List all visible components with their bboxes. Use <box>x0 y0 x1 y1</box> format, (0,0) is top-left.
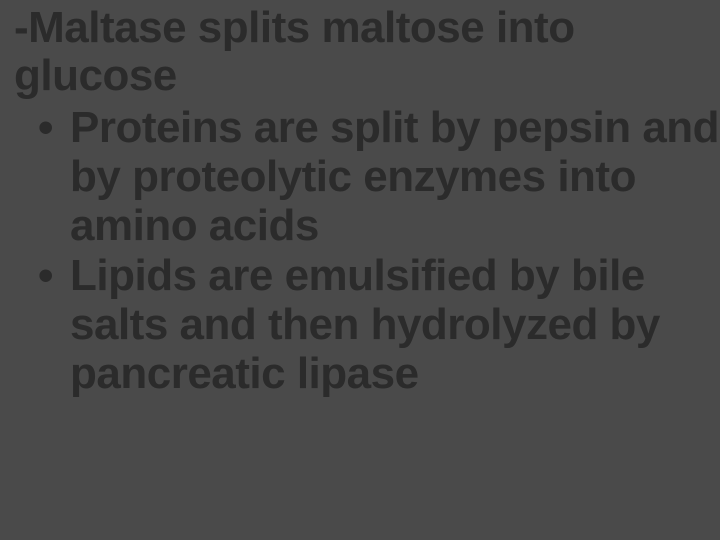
bullet-text: Proteins are split by pepsin and by prot… <box>70 103 719 251</box>
list-item: Proteins are split by pepsin and by prot… <box>38 103 720 251</box>
list-item: Lipids are emulsified by bile salts and … <box>38 251 720 399</box>
bullet-list: Proteins are split by pepsin and by prot… <box>0 101 720 399</box>
slide-container: -Maltase splits maltose into glucose Pro… <box>0 0 720 540</box>
sub-bullet-item: -Maltase splits maltose into glucose <box>0 0 720 101</box>
sub-bullet-text: Maltase splits maltose into glucose <box>14 3 575 100</box>
bullet-text: Lipids are emulsified by bile salts and … <box>70 251 660 399</box>
dash-prefix: - <box>14 3 28 52</box>
